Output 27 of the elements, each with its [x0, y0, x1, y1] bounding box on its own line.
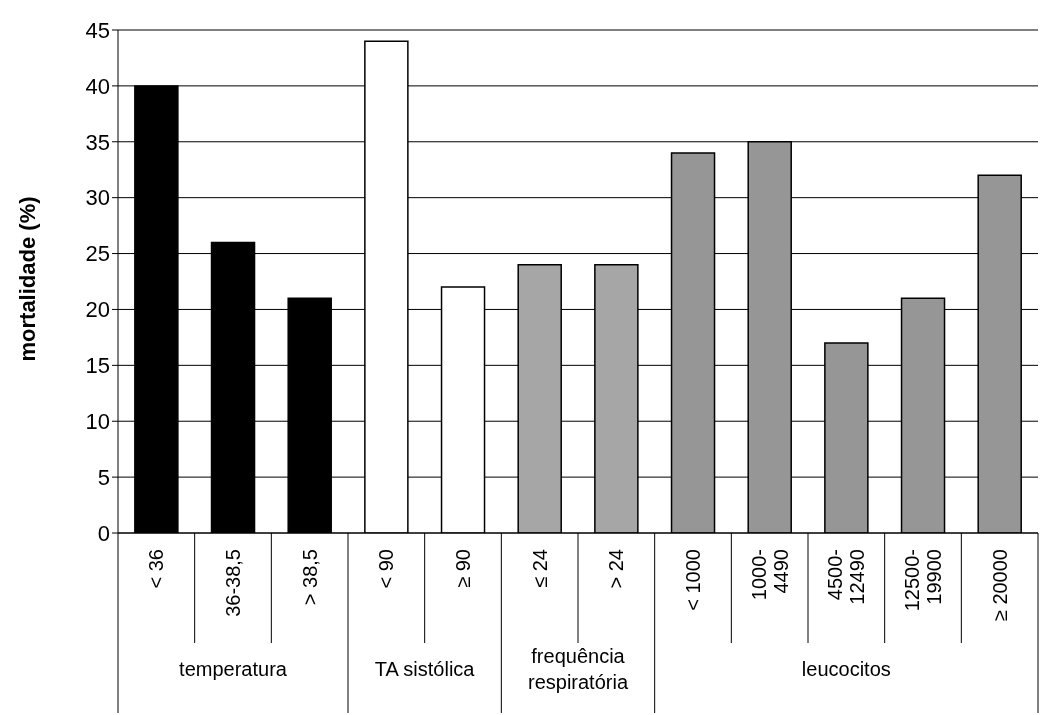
y-tick-label: 25: [85, 241, 110, 267]
y-tick-label: 0: [97, 520, 110, 546]
x-tick-label: < 90: [375, 549, 398, 589]
x-tick-label: ≥ 20000: [988, 549, 1011, 622]
y-tick-label: 40: [85, 73, 110, 99]
y-tick-label: 30: [85, 185, 110, 211]
x-tick-label: < 36: [145, 549, 168, 589]
text: leucocitos: [801, 658, 891, 680]
x-tick-label: > 38,5: [298, 549, 321, 606]
y-tick-label: 5: [97, 464, 110, 490]
y-tick-label: 15: [85, 353, 110, 379]
x-tick-label: 4500-12490: [824, 549, 869, 605]
x-tick-label: ≤ 24: [528, 549, 551, 588]
x-tick-label: < 1000: [682, 549, 704, 611]
y-tick-label: 35: [85, 129, 110, 155]
x-tick-label: > 24: [605, 549, 628, 589]
x-tick-label: 1000-4490: [747, 549, 792, 601]
y-tick-label: 45: [85, 17, 110, 43]
y-tick-label: 10: [85, 409, 110, 435]
y-axis-title: mortalidade (%): [14, 196, 40, 362]
y-tick-label: 20: [85, 297, 110, 323]
x-tick-label: ≥ 90: [452, 549, 474, 588]
text: TA sistólica: [374, 658, 476, 680]
x-tick-label: 12500-19900: [901, 549, 945, 612]
text: frequência respiratória: [527, 645, 629, 693]
text: temperatura: [179, 658, 288, 680]
x-tick-label: 36-38,5: [222, 549, 244, 617]
